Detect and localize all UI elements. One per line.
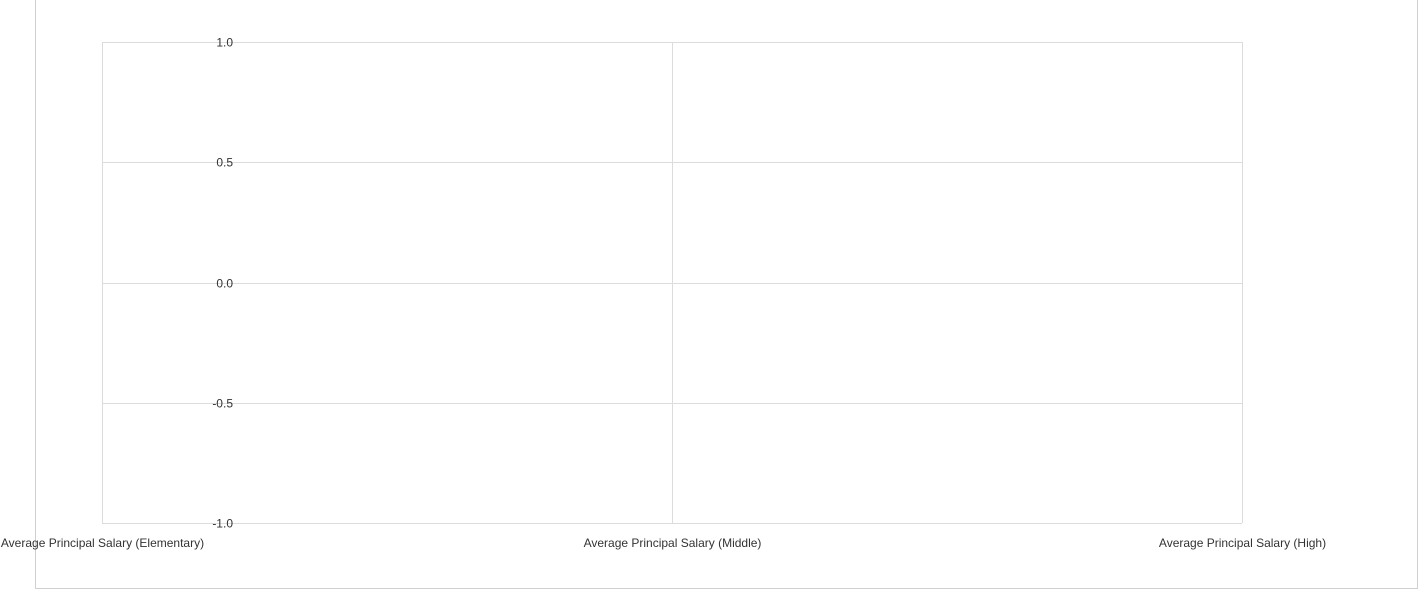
y-tick-label: 0.5	[216, 156, 233, 170]
x-tick-label: Average Principal Salary (Middle)	[584, 536, 762, 550]
y-tick-label: 0.0	[216, 277, 233, 291]
grid-layer	[102, 42, 1243, 524]
chart-container	[35, 0, 1418, 589]
y-tick-label: 1.0	[216, 36, 233, 50]
y-tick-label: -1.0	[212, 517, 233, 531]
y-tick-label: -0.5	[212, 397, 233, 411]
x-tick-label: Average Principal Salary (Elementary)	[1, 536, 204, 550]
x-axis-ticks: Average Principal Salary (Elementary) Ave…	[1, 536, 1326, 550]
x-tick-label: Average Principal Salary (High)	[1159, 536, 1326, 550]
y-axis-ticks: 1.0 0.5 0.0 -0.5 -1.0	[212, 36, 233, 531]
